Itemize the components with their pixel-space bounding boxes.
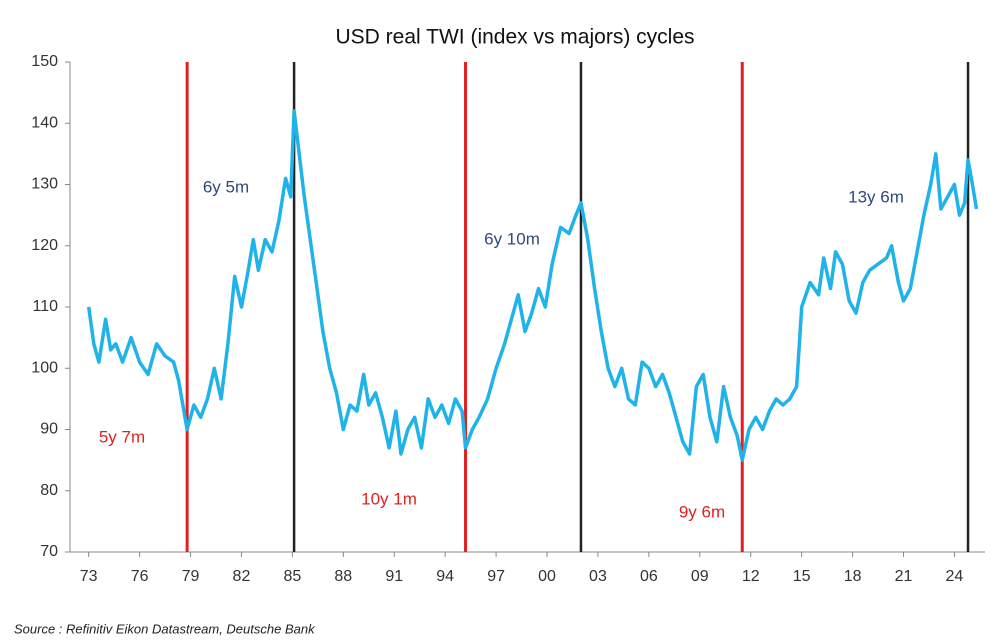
x-tick-label: 18: [844, 568, 862, 585]
x-tick-label: 21: [895, 568, 913, 585]
x-tick-label: 15: [793, 568, 811, 585]
x-tick-label: 12: [742, 568, 760, 585]
chart-title: USD real TWI (index vs majors) cycles: [335, 26, 694, 49]
y-tick-label: 90: [40, 421, 58, 438]
source-note: Source : Refinitiv Eikon Datastream, Deu…: [14, 621, 316, 636]
x-tick-label: 03: [589, 568, 607, 585]
x-tick-label: 73: [80, 568, 98, 585]
annotation: 10y 1m: [361, 489, 417, 508]
x-tick-label: 97: [487, 568, 505, 585]
x-tick-label: 76: [131, 568, 149, 585]
y-tick-label: 80: [40, 482, 58, 499]
annotation: 6y 5m: [203, 177, 249, 196]
x-tick-label: 09: [691, 568, 709, 585]
y-tick-label: 120: [31, 237, 58, 254]
series-line: [86, 109, 979, 462]
y-tick-label: 70: [40, 543, 58, 560]
y-tick-label: 130: [31, 176, 58, 193]
annotation: 5y 7m: [99, 427, 145, 446]
x-tick-label: 82: [233, 568, 251, 585]
x-tick-label: 06: [640, 568, 658, 585]
annotation: 9y 6m: [679, 502, 725, 521]
x-tick-label: 85: [283, 568, 301, 585]
x-tick-label: 94: [436, 568, 454, 585]
x-tick-label: 00: [538, 568, 556, 585]
x-tick-label: 88: [334, 568, 352, 585]
y-tick-label: 110: [32, 298, 58, 315]
y-tick-label: 140: [31, 114, 58, 131]
annotation: 6y 10m: [484, 229, 540, 248]
y-tick-label: 150: [31, 53, 58, 70]
y-tick-label: 100: [31, 359, 58, 376]
x-tick-label: 79: [182, 568, 200, 585]
annotation: 13y 6m: [848, 187, 904, 206]
x-tick-label: 24: [946, 568, 964, 585]
x-tick-label: 91: [385, 568, 403, 585]
